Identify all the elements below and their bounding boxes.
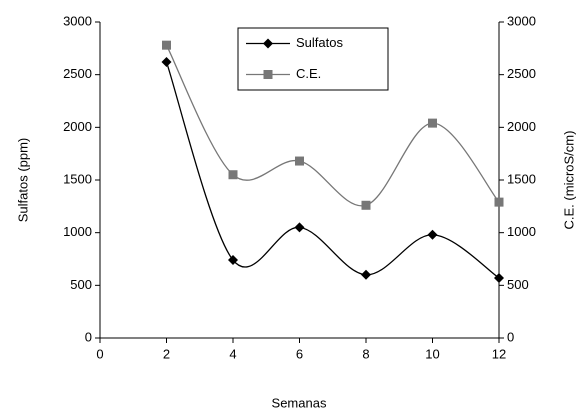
- series-line: [165, 44, 500, 207]
- y-axis-title: Sulfatos (ppm): [15, 138, 30, 223]
- data-point: [427, 229, 438, 240]
- y-tick-label: 1000: [63, 224, 92, 239]
- data-point: [494, 197, 504, 207]
- y2-tick-label: 1500: [507, 171, 536, 186]
- y2-tick-label: 0: [507, 329, 514, 344]
- y2-axis-title: C.E. (microS/cm): [561, 131, 576, 230]
- x-tick-label: 2: [163, 346, 170, 361]
- y-tick-label: 500: [70, 277, 92, 292]
- legend-marker: [263, 38, 273, 49]
- data-point: [228, 170, 238, 180]
- y-tick-label: 3000: [63, 13, 92, 28]
- data-point: [295, 156, 304, 166]
- y2-tick-label: 1000: [507, 224, 536, 239]
- data-point: [228, 255, 238, 266]
- x-tick-label: 6: [296, 346, 303, 361]
- series-line: [165, 61, 500, 279]
- x-tick-label: 12: [492, 346, 506, 361]
- legend-label: C.E.: [296, 66, 321, 81]
- y-tick-label: 2500: [63, 66, 92, 81]
- x-tick-label: 0: [96, 346, 103, 361]
- x-axis-title: Semanas: [272, 395, 327, 410]
- y2-tick-label: 500: [507, 277, 529, 292]
- y-tick-label: 2000: [63, 119, 92, 134]
- y-tick-label: 1500: [63, 171, 92, 186]
- y-tick-label: 0: [85, 329, 92, 344]
- x-tick-label: 10: [425, 346, 439, 361]
- x-tick-label: 4: [229, 346, 236, 361]
- data-point: [494, 272, 504, 283]
- data-point: [161, 57, 172, 68]
- data-point: [162, 40, 171, 50]
- legend-marker: [263, 70, 273, 79]
- y2-tick-label: 2000: [507, 119, 536, 134]
- data-point: [428, 118, 437, 128]
- y2-tick-label: 2500: [507, 66, 536, 81]
- y2-tick-label: 3000: [507, 13, 536, 28]
- data-point: [361, 200, 371, 210]
- legend-label: Sulfatos: [296, 35, 343, 50]
- data-point: [294, 222, 305, 233]
- legend-box: [237, 27, 389, 91]
- x-tick-label: 8: [362, 346, 369, 361]
- data-point: [361, 269, 371, 280]
